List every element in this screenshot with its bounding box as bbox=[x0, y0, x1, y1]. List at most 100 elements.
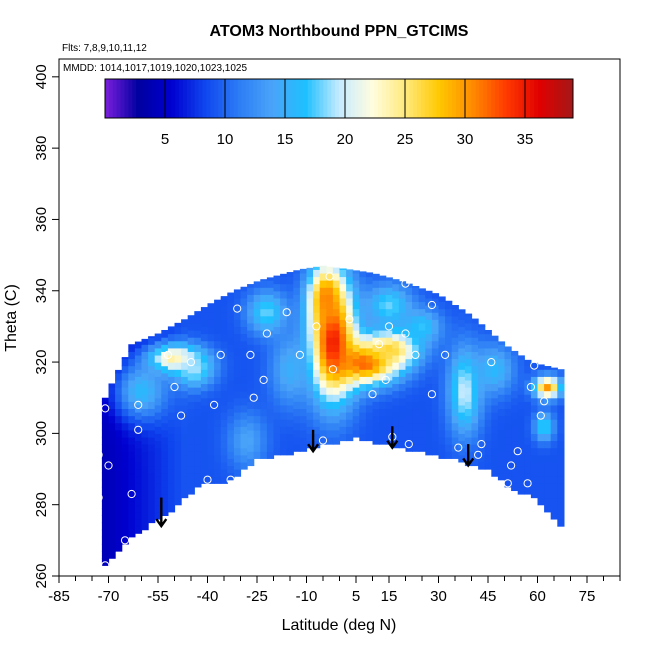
heatmap-cell bbox=[438, 408, 446, 417]
heatmap-cell bbox=[398, 281, 407, 285]
heatmap-cell bbox=[293, 358, 301, 367]
heatmap-cell bbox=[167, 476, 176, 484]
heatmap-cell bbox=[207, 326, 215, 335]
heatmap-cell bbox=[220, 469, 228, 477]
heatmap-cell bbox=[141, 508, 149, 516]
heatmap-cell bbox=[167, 333, 176, 342]
heatmap-cell bbox=[286, 411, 294, 420]
heatmap-cell bbox=[398, 319, 407, 328]
heatmap-cell bbox=[134, 483, 143, 492]
heatmap-cell bbox=[174, 469, 182, 477]
heatmap-cell bbox=[286, 440, 294, 449]
heatmap-cell bbox=[167, 483, 176, 492]
heatmap-cell bbox=[187, 458, 195, 467]
heatmap-cell bbox=[286, 376, 294, 385]
heatmap-cell bbox=[128, 451, 136, 459]
heatmap-cell bbox=[200, 433, 209, 442]
heatmap-cell bbox=[306, 433, 314, 442]
heatmap-cell bbox=[544, 483, 552, 492]
heatmap-cell bbox=[286, 383, 294, 392]
heatmap-cell bbox=[550, 504, 558, 513]
heatmap-cell bbox=[128, 408, 136, 417]
heatmap-cell bbox=[141, 472, 149, 481]
sample-point bbox=[177, 411, 186, 420]
heatmap-cell bbox=[273, 433, 281, 442]
heatmap-cell bbox=[207, 469, 215, 477]
colorbar-tick-label: 30 bbox=[457, 131, 474, 148]
heatmap-cell bbox=[372, 294, 380, 303]
heatmap-cell bbox=[181, 404, 189, 413]
heatmap-cell bbox=[458, 369, 466, 377]
heatmap-cell bbox=[405, 315, 413, 324]
heatmap-cell bbox=[240, 354, 248, 363]
heatmap-cell bbox=[326, 308, 334, 317]
heatmap-cell bbox=[484, 433, 492, 442]
heatmap-cell bbox=[517, 401, 525, 410]
colorbar-swatch bbox=[245, 79, 250, 118]
heatmap-cell bbox=[247, 436, 255, 445]
heatmap-cell bbox=[504, 458, 512, 467]
heatmap-cell bbox=[128, 365, 136, 374]
colorbar-swatch bbox=[557, 79, 562, 118]
heatmap-cell bbox=[491, 469, 499, 477]
heatmap-cell bbox=[108, 401, 116, 410]
heatmap-cell bbox=[266, 436, 275, 445]
heatmap-cell bbox=[306, 397, 314, 406]
heatmap-cell bbox=[313, 340, 321, 349]
colorbar-swatch bbox=[549, 79, 554, 118]
heatmap-cell bbox=[392, 362, 400, 370]
heatmap-cell bbox=[187, 358, 195, 367]
heatmap-cell bbox=[306, 369, 314, 377]
heatmap-cell bbox=[319, 436, 327, 445]
x-tick-label: -40 bbox=[197, 588, 219, 605]
heatmap-cell bbox=[148, 351, 156, 360]
heatmap-cell bbox=[306, 426, 314, 434]
x-tick-label: 45 bbox=[480, 588, 497, 605]
colorbar-swatch bbox=[366, 79, 371, 118]
heatmap-cell bbox=[214, 404, 222, 413]
heatmap-cell bbox=[194, 472, 202, 481]
heatmap-cell bbox=[412, 394, 420, 402]
heatmap-cell bbox=[181, 476, 189, 484]
heatmap-cell bbox=[148, 429, 156, 438]
heatmap-cell bbox=[319, 301, 327, 310]
heatmap-cell bbox=[458, 333, 466, 342]
heatmap-cell bbox=[115, 522, 123, 531]
heatmap-cell bbox=[306, 347, 314, 356]
sample-point bbox=[282, 308, 291, 317]
heatmap-cell bbox=[339, 312, 347, 320]
heatmap-cell bbox=[385, 429, 393, 438]
heatmap-cell bbox=[214, 411, 222, 420]
heatmap-cell bbox=[471, 451, 479, 459]
heatmap-cell bbox=[108, 508, 116, 516]
heatmap-cell bbox=[181, 461, 189, 470]
heatmap-cell bbox=[412, 387, 420, 395]
heatmap-cell bbox=[346, 383, 354, 392]
heatmap-cell bbox=[445, 444, 453, 452]
heatmap-cell bbox=[445, 394, 453, 402]
heatmap-cell bbox=[385, 315, 393, 324]
heatmap-cell bbox=[240, 376, 248, 385]
heatmap-cell bbox=[438, 344, 446, 352]
colorbar-swatch bbox=[264, 79, 270, 118]
heatmap-cell bbox=[504, 387, 512, 395]
sample-point bbox=[477, 440, 486, 449]
heatmap-cell bbox=[451, 422, 459, 431]
heatmap-cell bbox=[405, 387, 413, 395]
heatmap-cell bbox=[511, 354, 519, 363]
colorbar-swatch bbox=[545, 79, 551, 118]
heatmap-cell bbox=[260, 308, 268, 317]
heatmap-cell bbox=[392, 426, 400, 434]
heatmap-cell bbox=[240, 297, 248, 306]
heatmap-cell bbox=[227, 322, 235, 331]
heatmap-cell bbox=[280, 362, 288, 370]
sample-point bbox=[127, 489, 136, 499]
heatmap-cell bbox=[227, 301, 235, 310]
heatmap-cell bbox=[359, 305, 367, 313]
heatmap-cell bbox=[438, 337, 446, 345]
heatmap-cell bbox=[385, 277, 393, 281]
heatmap-cell bbox=[359, 271, 367, 278]
heatmap-cell bbox=[484, 383, 492, 392]
heatmap-cell bbox=[101, 493, 110, 502]
heatmap-cell bbox=[214, 312, 222, 320]
